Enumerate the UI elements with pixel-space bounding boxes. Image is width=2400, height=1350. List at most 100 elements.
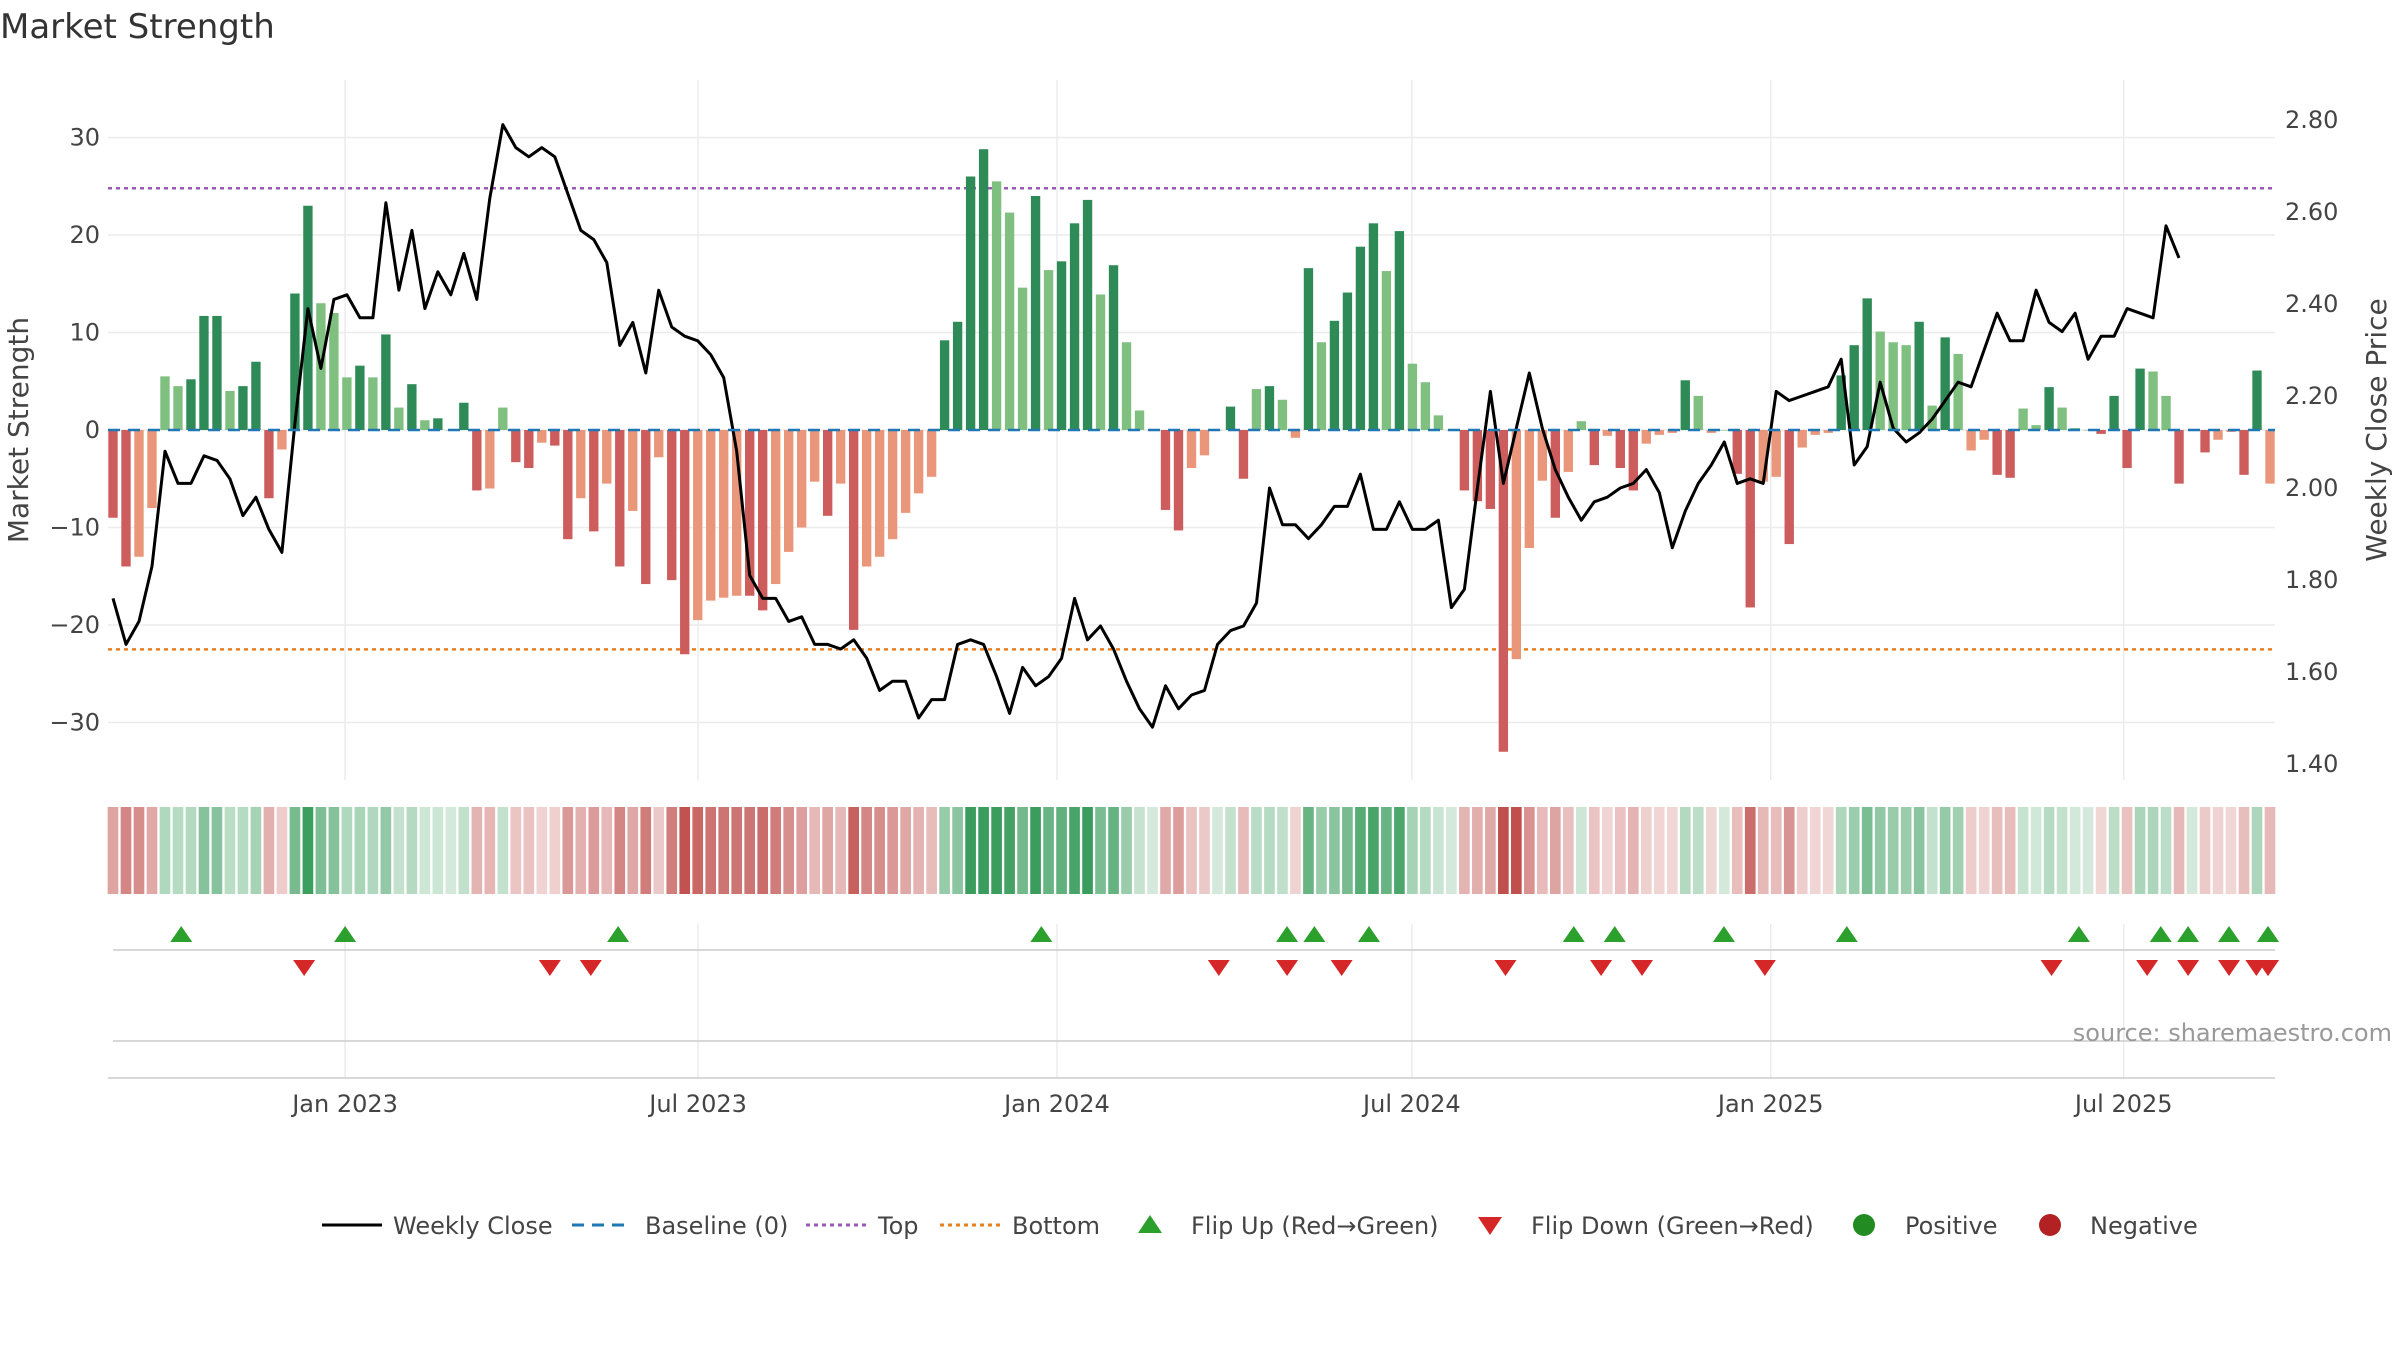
flip-up-marker: [607, 926, 630, 942]
heat-cell: [2043, 807, 2055, 894]
strength-bar: [797, 430, 807, 528]
heat-cell: [1848, 807, 1860, 894]
heat-cell: [809, 807, 821, 894]
legend-swatch: [2039, 1214, 2061, 1236]
heat-cell: [1744, 807, 1756, 894]
heat-cell: [2069, 807, 2081, 894]
heat-cell: [1082, 807, 1093, 894]
x-tick-label: Jan 2024: [1002, 1090, 1110, 1118]
y2-tick-label: 2.60: [2285, 198, 2338, 226]
heat-cell: [315, 807, 327, 894]
strength-bar: [822, 430, 833, 516]
strength-bar: [329, 313, 339, 430]
heat-cell: [848, 807, 859, 894]
strength-bar: [1030, 196, 1041, 430]
strength-bar: [2213, 430, 2223, 440]
strength-bar: [355, 365, 365, 430]
strength-bar: [134, 430, 144, 557]
strength-bar: [550, 430, 560, 446]
heat-cell: [1498, 807, 1509, 894]
flip-up-marker: [2177, 926, 2200, 942]
strength-bar: [121, 430, 131, 567]
heat-cell: [1147, 807, 1158, 894]
heat-cell: [1160, 807, 1171, 894]
heat-cell: [2134, 807, 2146, 894]
x-tick-label: Jul 2025: [2073, 1090, 2173, 1118]
heat-cell: [965, 807, 976, 894]
heat-cell: [575, 807, 587, 894]
flip-up-marker: [334, 926, 357, 942]
strength-bar: [1849, 345, 1859, 430]
heat-cell: [510, 807, 522, 894]
heat-cell: [549, 807, 561, 894]
heat-cell: [185, 807, 197, 894]
heat-cell: [1718, 807, 1730, 894]
heat-cell: [328, 807, 340, 894]
heat-cell: [900, 807, 911, 894]
strength-bar: [1368, 223, 1379, 430]
strength-bar: [472, 430, 482, 491]
strength-bar: [784, 430, 794, 552]
flip-up-marker: [1603, 926, 1626, 942]
heat-cell: [1575, 807, 1587, 894]
heat-cell: [1069, 807, 1080, 894]
x-tick-label: Jul 2024: [1361, 1090, 1461, 1118]
heat-cell: [354, 807, 366, 894]
strength-bar: [1823, 430, 1833, 433]
strength-bar: [147, 430, 157, 508]
strength-heat-strip: [107, 807, 2276, 894]
strength-bar: [1615, 430, 1625, 469]
left-axis-title: Market Strength: [2, 317, 35, 543]
strength-bar: [2239, 430, 2249, 475]
strength-bar: [1173, 430, 1184, 531]
strength-bar: [1043, 270, 1054, 430]
strength-bar: [1576, 421, 1586, 430]
strength-bar: [160, 376, 170, 430]
strength-bar: [861, 430, 872, 567]
strength-bar: [1459, 430, 1470, 491]
heat-cell: [159, 807, 171, 894]
heat-cell: [1822, 807, 1834, 894]
strength-bar: [654, 430, 664, 458]
heat-cell: [497, 807, 509, 894]
strength-bar: [186, 379, 196, 430]
heat-cell: [2238, 807, 2250, 894]
heat-cell: [2017, 807, 2029, 894]
legend-label: Weekly Close: [393, 1212, 553, 1240]
heat-cell: [1459, 807, 1470, 894]
heat-cell: [1264, 807, 1275, 894]
right-axis-ticks: 1.40 1.60 1.80 2.00 2.20 2.40 2.60 2.80: [2285, 106, 2338, 778]
heat-cell: [211, 807, 223, 894]
y2-tick-label: 2.00: [2285, 474, 2338, 502]
strength-bar: [1888, 342, 1898, 430]
strength-bar: [1654, 430, 1664, 435]
heat-cell: [1861, 807, 1873, 894]
heat-cell: [783, 807, 795, 894]
heat-cell: [2095, 807, 2107, 894]
heat-cell: [1601, 807, 1613, 894]
strength-bar: [2096, 430, 2106, 434]
heat-cell: [1537, 807, 1548, 894]
strength-bar: [1160, 430, 1171, 510]
y2-tick-label: 1.60: [2285, 658, 2338, 686]
flip-up-marker: [1030, 926, 1053, 942]
heat-cell: [1056, 807, 1067, 894]
strength-bar: [1836, 375, 1846, 430]
heat-cell: [1913, 807, 1925, 894]
strength-bar: [809, 430, 820, 482]
strength-bars: [108, 149, 2275, 752]
flip-up-marker: [1562, 926, 1585, 942]
flip-down-marker: [2218, 960, 2241, 976]
strength-bar: [1082, 199, 1093, 430]
heat-cell: [419, 807, 431, 894]
strength-bar: [1108, 265, 1119, 430]
heat-cell: [1394, 807, 1405, 894]
strength-bar: [1732, 430, 1742, 474]
strength-bar: [2057, 407, 2067, 430]
flip-up-marker: [170, 926, 193, 942]
heat-cell: [1420, 807, 1431, 894]
strength-bar: [2018, 408, 2028, 430]
chart-title: Market Strength: [0, 7, 275, 47]
strength-bar: [1381, 271, 1392, 430]
